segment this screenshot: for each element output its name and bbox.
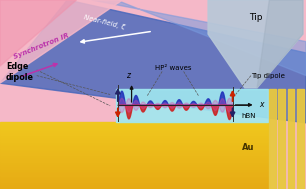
Bar bbox=[0, 157, 268, 159]
Bar bbox=[0, 169, 268, 170]
Bar bbox=[0, 145, 268, 147]
Bar bbox=[278, 89, 285, 189]
Bar bbox=[0, 182, 268, 184]
Bar bbox=[0, 149, 268, 150]
Polygon shape bbox=[257, 0, 303, 88]
Bar bbox=[0, 144, 268, 145]
Bar bbox=[0, 174, 268, 176]
Bar bbox=[0, 154, 268, 155]
Text: hBN: hBN bbox=[242, 113, 256, 119]
Bar bbox=[0, 134, 268, 135]
Polygon shape bbox=[92, 0, 306, 76]
Bar bbox=[0, 127, 268, 129]
Bar bbox=[0, 167, 268, 169]
Bar bbox=[0, 164, 268, 166]
Bar bbox=[269, 89, 276, 189]
Polygon shape bbox=[0, 0, 122, 83]
Bar bbox=[0, 125, 268, 127]
Bar bbox=[0, 142, 268, 144]
Text: Tip: Tip bbox=[249, 13, 262, 22]
Bar bbox=[0, 179, 268, 181]
Bar bbox=[0, 122, 268, 124]
Bar bbox=[0, 184, 268, 186]
Bar bbox=[0, 170, 268, 172]
Bar bbox=[0, 129, 268, 130]
Bar bbox=[0, 150, 268, 152]
Polygon shape bbox=[208, 0, 303, 88]
Bar bbox=[0, 152, 268, 154]
Bar bbox=[0, 140, 268, 142]
Text: HP² waves: HP² waves bbox=[155, 65, 191, 71]
Bar bbox=[297, 89, 304, 189]
Bar bbox=[0, 177, 268, 179]
Text: Tip dipole: Tip dipole bbox=[251, 73, 285, 79]
Bar bbox=[0, 159, 268, 160]
Bar bbox=[0, 130, 268, 132]
Bar bbox=[0, 147, 268, 149]
Polygon shape bbox=[0, 0, 76, 66]
Bar bbox=[0, 132, 268, 134]
Text: Au: Au bbox=[242, 143, 254, 152]
Bar bbox=[0, 176, 268, 177]
Text: Synchrotron IR: Synchrotron IR bbox=[12, 33, 69, 60]
Text: z: z bbox=[126, 71, 130, 80]
Bar bbox=[0, 137, 268, 139]
Bar bbox=[0, 186, 268, 187]
Bar bbox=[0, 172, 268, 174]
Bar bbox=[0, 139, 268, 140]
Bar bbox=[0, 162, 268, 164]
Bar bbox=[0, 187, 268, 189]
Bar bbox=[0, 124, 268, 125]
Bar bbox=[0, 166, 268, 167]
Bar bbox=[116, 89, 268, 122]
Bar bbox=[0, 181, 268, 182]
Text: Edge
dipole: Edge dipole bbox=[6, 62, 34, 82]
Text: Near-field, ξ: Near-field, ξ bbox=[83, 14, 125, 30]
Polygon shape bbox=[0, 0, 306, 123]
Bar bbox=[0, 135, 268, 137]
Bar bbox=[0, 155, 268, 157]
Bar bbox=[288, 89, 294, 189]
Text: x: x bbox=[259, 100, 264, 109]
Bar bbox=[0, 160, 268, 162]
